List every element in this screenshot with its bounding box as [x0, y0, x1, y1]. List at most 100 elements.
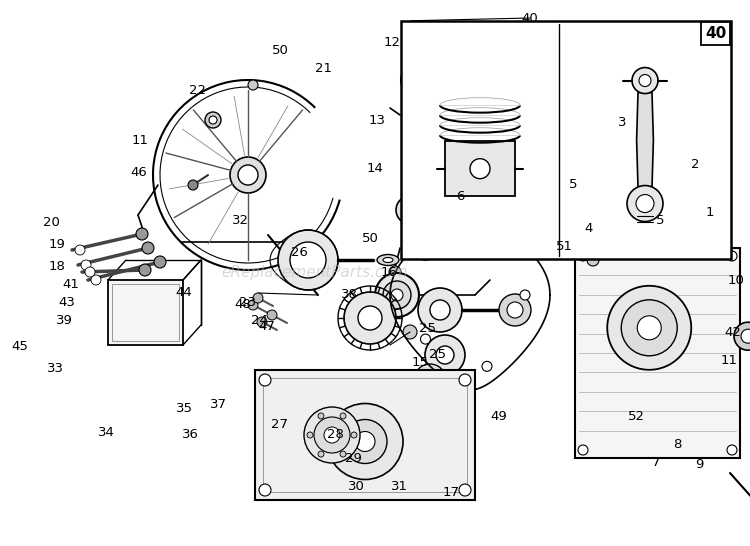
Circle shape: [253, 293, 263, 303]
Bar: [401, 21, 731, 259]
Text: 49: 49: [490, 411, 507, 424]
Text: 40: 40: [522, 11, 538, 25]
Text: 45: 45: [11, 340, 28, 353]
Circle shape: [278, 230, 338, 290]
Circle shape: [727, 251, 737, 261]
Text: 12: 12: [383, 35, 400, 49]
Circle shape: [358, 306, 382, 330]
Text: 11: 11: [721, 353, 737, 366]
Text: 38: 38: [340, 288, 358, 301]
Text: 18: 18: [49, 259, 65, 272]
Circle shape: [81, 260, 91, 270]
Circle shape: [257, 317, 267, 327]
Ellipse shape: [377, 254, 399, 265]
Circle shape: [587, 254, 599, 266]
Text: 3: 3: [618, 116, 626, 128]
Bar: [112, 284, 179, 341]
Text: 5: 5: [568, 179, 578, 192]
Circle shape: [188, 180, 198, 190]
Text: 51: 51: [556, 240, 572, 252]
Text: 20: 20: [43, 216, 59, 228]
Circle shape: [741, 329, 750, 343]
Circle shape: [351, 432, 357, 438]
Circle shape: [636, 194, 654, 212]
Text: 13: 13: [368, 114, 386, 127]
Circle shape: [422, 372, 438, 388]
Text: 37: 37: [209, 399, 226, 412]
Bar: [575, 248, 740, 458]
Circle shape: [459, 484, 471, 496]
Text: 17: 17: [442, 485, 460, 498]
Polygon shape: [637, 93, 653, 187]
Circle shape: [403, 325, 417, 339]
Circle shape: [343, 419, 387, 464]
Circle shape: [425, 335, 465, 375]
Circle shape: [621, 300, 677, 356]
Text: 4: 4: [585, 222, 593, 234]
Text: 50: 50: [272, 44, 289, 56]
Text: 7: 7: [652, 455, 660, 468]
Circle shape: [389, 266, 401, 278]
Text: 19: 19: [49, 238, 65, 251]
Text: 42: 42: [724, 325, 742, 339]
Text: 50: 50: [362, 232, 379, 245]
Circle shape: [154, 256, 166, 268]
Circle shape: [340, 413, 346, 419]
Circle shape: [415, 240, 435, 260]
Circle shape: [91, 275, 101, 285]
Circle shape: [139, 264, 151, 276]
Circle shape: [414, 364, 446, 396]
Circle shape: [318, 413, 324, 419]
Bar: [445, 141, 515, 196]
Circle shape: [238, 165, 258, 185]
Bar: [263, 378, 467, 492]
Circle shape: [375, 273, 419, 317]
Text: 32: 32: [232, 215, 248, 228]
Circle shape: [638, 316, 662, 340]
Circle shape: [507, 302, 523, 318]
Circle shape: [421, 334, 430, 344]
Circle shape: [304, 407, 360, 463]
Text: 41: 41: [62, 278, 80, 292]
Circle shape: [209, 116, 217, 124]
Text: 25: 25: [428, 348, 445, 361]
Text: 48: 48: [235, 298, 251, 311]
Text: 40: 40: [705, 26, 726, 41]
Circle shape: [403, 203, 417, 217]
Circle shape: [436, 346, 454, 364]
Circle shape: [639, 75, 651, 87]
Circle shape: [259, 374, 271, 386]
Circle shape: [396, 196, 424, 224]
Bar: [108, 280, 183, 345]
Circle shape: [344, 292, 396, 344]
Circle shape: [290, 242, 326, 278]
Circle shape: [314, 417, 350, 453]
Ellipse shape: [383, 258, 393, 263]
Text: 9: 9: [694, 459, 703, 472]
Circle shape: [136, 228, 148, 240]
Text: 5: 5: [656, 213, 664, 227]
Circle shape: [324, 427, 340, 443]
Circle shape: [408, 73, 422, 87]
Circle shape: [259, 484, 271, 496]
Circle shape: [430, 300, 450, 320]
Text: 27: 27: [272, 418, 289, 430]
Circle shape: [230, 157, 266, 193]
Text: 30: 30: [347, 480, 364, 494]
Circle shape: [482, 361, 492, 371]
Text: 1: 1: [706, 205, 714, 218]
Circle shape: [307, 432, 313, 438]
Circle shape: [327, 403, 403, 479]
Circle shape: [421, 246, 430, 256]
Text: 31: 31: [391, 480, 407, 494]
Text: 10: 10: [728, 274, 745, 287]
Circle shape: [248, 300, 258, 310]
Text: 16: 16: [380, 266, 398, 280]
Text: 35: 35: [176, 402, 193, 416]
Text: 36: 36: [182, 428, 199, 441]
Text: 28: 28: [326, 429, 344, 442]
Text: 11: 11: [131, 134, 148, 147]
Circle shape: [318, 451, 324, 457]
Text: 21: 21: [314, 62, 332, 74]
Circle shape: [75, 245, 85, 255]
